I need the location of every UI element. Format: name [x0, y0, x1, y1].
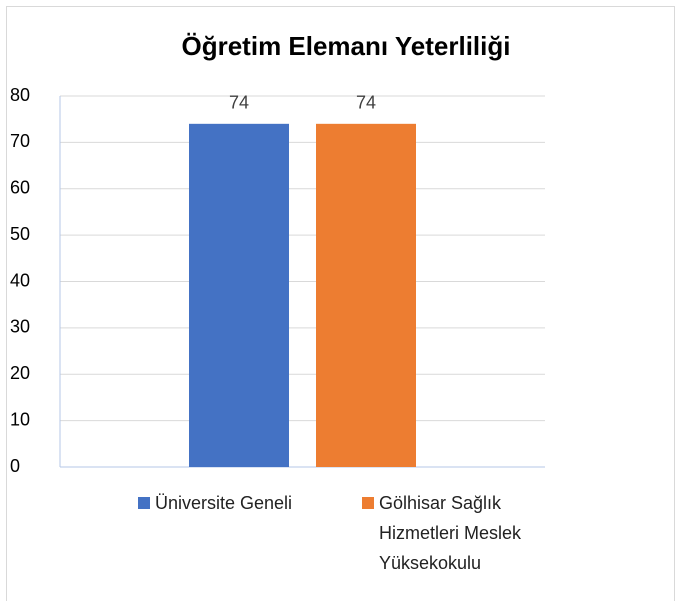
y-tick-label: 50 — [10, 224, 30, 244]
y-tick-label: 70 — [10, 131, 30, 151]
y-tick-label: 20 — [10, 363, 30, 383]
y-tick-label: 10 — [10, 409, 30, 429]
legend-label: Gölhisar Sağlık Hizmetleri Meslek Yüksek… — [379, 493, 522, 573]
legend-item: Gölhisar Sağlık Hizmetleri Meslek Yüksek… — [362, 488, 562, 578]
legend-swatch — [362, 497, 374, 509]
legend-label: Üniversite Geneli — [155, 493, 293, 513]
legend-item: Üniversite Geneli — [138, 488, 348, 518]
y-tick-label: 30 — [10, 317, 30, 337]
bar — [189, 123, 289, 467]
bar — [316, 123, 416, 467]
y-tick-label: 0 — [10, 456, 20, 476]
legend-swatch — [138, 497, 150, 509]
y-tick-label: 60 — [10, 178, 30, 198]
y-tick-label: 40 — [10, 270, 30, 290]
y-tick-label: 80 — [10, 85, 30, 105]
chart-title: Öğretim Elemanı Yeterliliği — [182, 31, 511, 61]
value-label: 74 — [356, 93, 376, 113]
value-label: 74 — [229, 93, 249, 113]
